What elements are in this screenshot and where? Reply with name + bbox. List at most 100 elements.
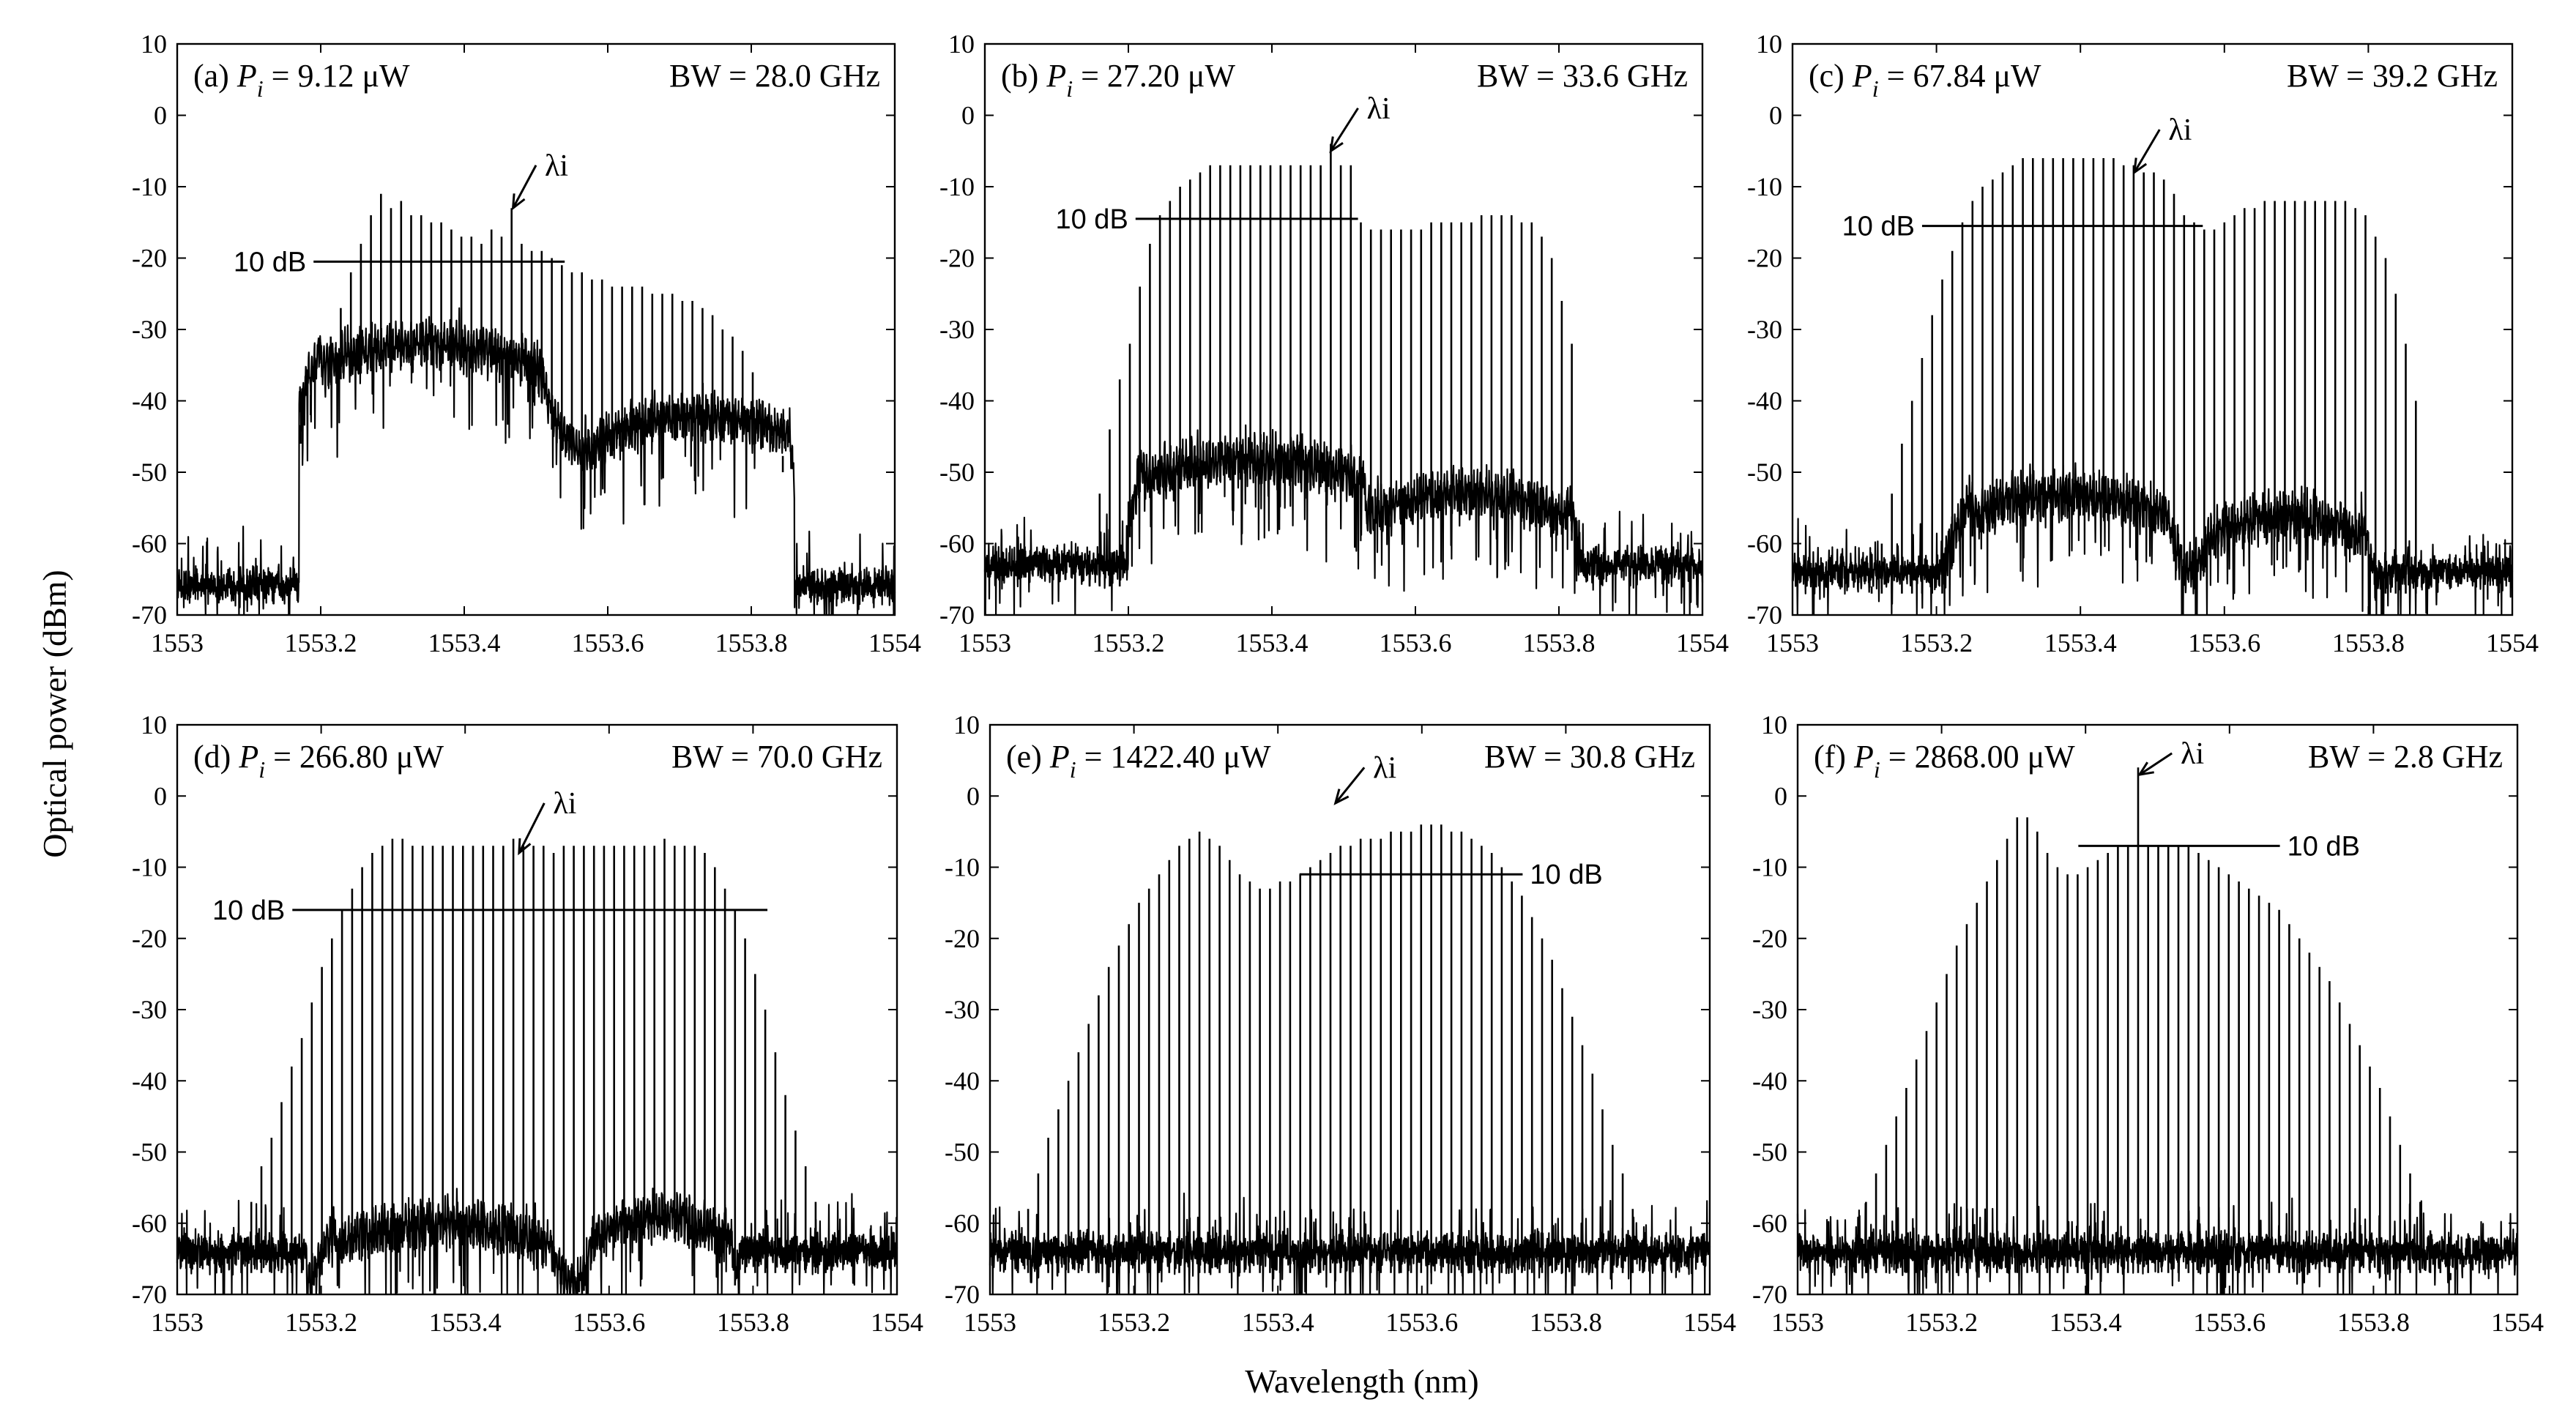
y-tick-label: -40 (939, 387, 975, 416)
y-tick-label: -10 (945, 853, 980, 882)
y-tick-label: -30 (945, 995, 980, 1024)
y-tick-label: -60 (132, 1209, 167, 1238)
panel-label: (b) Pi = 27.20 μW (1001, 58, 1235, 102)
ten-db-label: 10 dB (212, 895, 285, 926)
bandwidth-label: BW = 70.0 GHz (671, 739, 882, 775)
bandwidth-label: BW = 30.8 GHz (1484, 739, 1695, 775)
y-tick-label: -60 (1752, 1209, 1787, 1238)
panel-label: (d) Pi = 266.80 μW (193, 739, 444, 783)
y-tick-label: -30 (939, 315, 975, 344)
panel-d: 1553 1553.2 1553.4 1553.6 1553.8 1554 -70 -60 -5… (132, 710, 923, 1337)
y-tick-label: -60 (945, 1209, 980, 1238)
y-tick-label: 10 (141, 29, 167, 59)
panel-c: 1553 1553.2 1553.4 1553.6 1553.8 1554 -70 -60 -5… (1747, 29, 2539, 657)
axes-box (176, 42, 896, 616)
lambda-label: λi (1367, 92, 1391, 126)
y-tick-label: -50 (939, 458, 975, 487)
x-tick-label: 1554 (2486, 628, 2539, 657)
lambda-arrowhead (511, 193, 526, 211)
lambda-arrow (2133, 129, 2161, 174)
x-tick-label: 1553.6 (2193, 1308, 2266, 1337)
panel-label: (c) Pi = 67.84 μW (1809, 58, 2041, 102)
x-tick-label: 1553.6 (1380, 628, 1452, 657)
x-tick-label: 1553.2 (1905, 1308, 1978, 1337)
x-tick-label: 1553 (1766, 628, 1819, 657)
y-tick-label: -10 (1752, 853, 1787, 882)
y-tick-label: -70 (1752, 1280, 1787, 1309)
y-tick-label: -10 (1747, 172, 1782, 201)
y-tick-label: 10 (948, 29, 975, 59)
lambda-arrow (2139, 752, 2173, 776)
x-tick-label: 1553.4 (2050, 1308, 2122, 1337)
lambda-arrowhead (2133, 157, 2148, 175)
y-tick-label: -50 (1747, 458, 1782, 487)
x-tick-label: 1553 (1771, 1308, 1824, 1337)
x-tick-label: 1553.6 (1385, 1308, 1458, 1337)
lambda-arrowhead (518, 838, 532, 856)
y-tick-label: -60 (132, 529, 167, 559)
x-tick-label: 1553.4 (1236, 628, 1309, 657)
y-tick-label: -70 (945, 1280, 980, 1309)
ten-db-label: 10 dB (234, 247, 306, 277)
y-tick-label: -40 (945, 1066, 980, 1095)
x-tick-label: 1553 (151, 628, 204, 657)
lambda-arrow (512, 165, 537, 209)
bandwidth-label: BW = 2.8 GHz (2308, 739, 2503, 775)
y-tick-label: -20 (132, 244, 167, 273)
x-tick-label: 1553.2 (285, 1308, 357, 1337)
x-tick-label: 1553.8 (715, 628, 788, 657)
y-tick-label: -50 (945, 1138, 980, 1167)
x-tick-label: 1553.2 (1900, 628, 1973, 657)
noise-trace (983, 424, 1704, 616)
bandwidth-label: BW = 33.6 GHz (1477, 58, 1688, 94)
panel-label: (f) Pi = 2868.00 μW (1814, 739, 2075, 783)
y-tick-label: -30 (132, 995, 167, 1024)
x-tick-label: 1553.6 (573, 1308, 645, 1337)
lambda-arrowhead (1333, 789, 1350, 805)
noise-trace (1791, 462, 2514, 616)
y-tick-label: -30 (1752, 995, 1787, 1024)
x-tick-label: 1553.4 (1242, 1308, 1314, 1337)
x-tick-label: 1553.8 (2332, 628, 2405, 657)
lambda-arrowhead (1329, 136, 1344, 154)
ten-db-label: 10 dB (1055, 204, 1128, 235)
bandwidth-label: BW = 39.2 GHz (2287, 58, 2498, 94)
x-tick-label: 1553 (151, 1308, 204, 1337)
panel-label: (a) Pi = 9.12 μW (193, 58, 410, 102)
panel-f: 1553 1553.2 1553.4 1553.6 1553.8 1554 -70 -60 -5… (1752, 710, 2544, 1337)
x-tick-label: 1554 (871, 1308, 923, 1337)
lambda-label: λi (2181, 737, 2204, 771)
y-tick-label: -10 (132, 172, 167, 201)
y-tick-label: -70 (132, 1280, 167, 1309)
x-tick-label: 1553.2 (1092, 628, 1165, 657)
x-tick-label: 1553.8 (1523, 628, 1596, 657)
lambda-arrow (518, 802, 546, 854)
y-tick-label: -40 (132, 1066, 167, 1095)
y-tick-label: -70 (132, 600, 167, 630)
y-tick-label: -30 (1747, 315, 1782, 344)
panels: 1553 1553.2 1553.4 1553.6 1553.8 1554 -70 -60 -5… (132, 29, 2544, 1337)
noise-trace (176, 307, 896, 616)
x-tick-label: 1553.6 (572, 628, 644, 657)
ten-db-label: 10 dB (1530, 860, 1602, 890)
x-tick-label: 1554 (1683, 1308, 1736, 1337)
x-axis-label: Wavelength (nm) (1245, 1363, 1478, 1400)
y-tick-label: -20 (1747, 244, 1782, 273)
panel-b: 1553 1553.2 1553.4 1553.6 1553.8 1554 -70 -60 -5… (939, 29, 1729, 657)
x-tick-label: 1553.2 (285, 628, 357, 657)
y-tick-label: -40 (1752, 1066, 1787, 1095)
lambda-label: λi (545, 149, 568, 183)
x-tick-label: 1554 (868, 628, 921, 657)
y-tick-label: -20 (1752, 924, 1787, 953)
x-tick-label: 1553 (964, 1308, 1016, 1337)
panel-e: 1553 1553.2 1553.4 1553.6 1553.8 1554 -70 -60 -5… (945, 710, 1736, 1337)
y-tick-label: -20 (939, 244, 975, 273)
y-tick-label: 0 (154, 781, 167, 810)
x-tick-label: 1553.6 (2188, 628, 2260, 657)
y-tick-label: -30 (132, 315, 167, 344)
y-tick-label: -70 (1747, 600, 1782, 630)
y-tick-label: 0 (967, 781, 980, 810)
noise-trace (176, 1188, 898, 1295)
x-tick-label: 1553.4 (2044, 628, 2117, 657)
